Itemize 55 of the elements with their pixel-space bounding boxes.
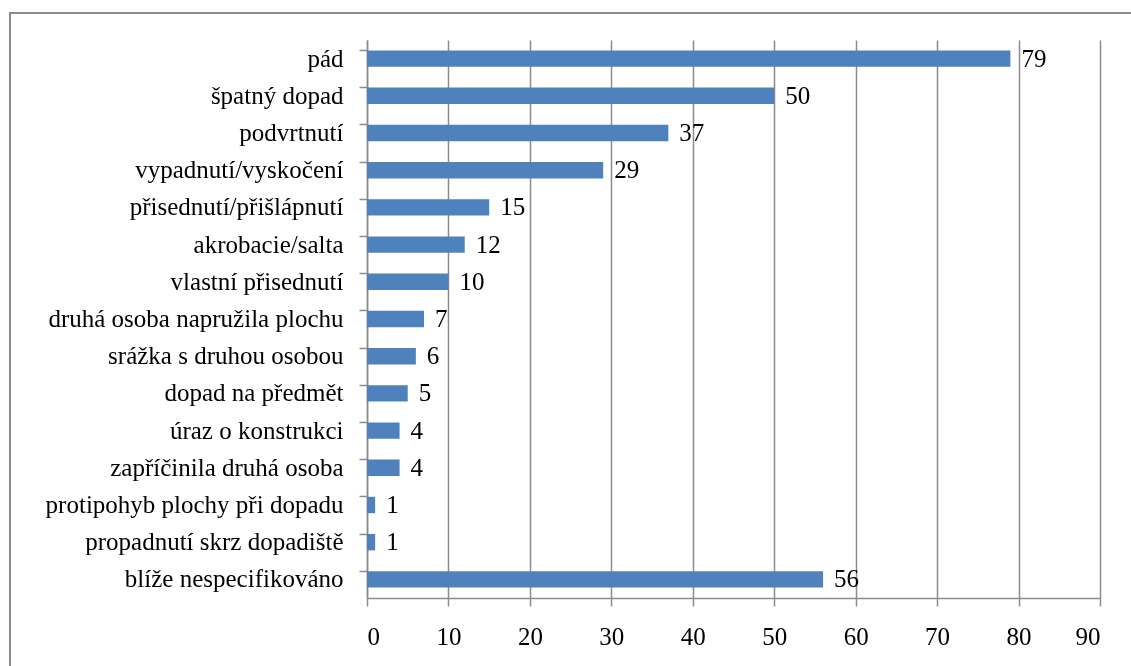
- data-label: 6: [426, 342, 440, 370]
- bar: [367, 422, 400, 439]
- data-label: 10: [459, 267, 485, 295]
- data-label: 1: [386, 528, 399, 556]
- bar: [367, 459, 400, 476]
- y-tick-label: přisednutí/přišlápnutí: [129, 193, 344, 221]
- bar: [367, 236, 465, 253]
- x-tick-label: 20: [517, 622, 543, 650]
- bar: [367, 199, 490, 216]
- bar: [367, 385, 408, 402]
- y-tick-label: protipohyb plochy při dopadu: [45, 491, 344, 518]
- bar: [367, 273, 449, 290]
- y-tick-label: blíže nespecifikováno: [124, 565, 344, 593]
- data-label: 50: [785, 81, 811, 109]
- bar: [367, 50, 1011, 67]
- data-label: 37: [679, 119, 705, 146]
- y-tick-label: dopad na předmět: [164, 379, 344, 407]
- y-tick-label: srážka s druhou osobou: [108, 342, 344, 370]
- y-tick-label: podvrtnutí: [239, 119, 344, 146]
- data-label: 4: [410, 416, 424, 444]
- bar: [367, 124, 669, 142]
- data-label: 79: [1021, 44, 1047, 72]
- y-tick-label: špatný dopad: [210, 81, 344, 109]
- data-label: 15: [500, 193, 526, 221]
- y-tick-label: akrobacie/salta: [193, 230, 344, 258]
- y-tick-label: propadnutí skrz dopadiště: [85, 528, 344, 556]
- y-tick-label: vypadnutí/vyskočení: [135, 156, 344, 184]
- x-tick-label: 0: [367, 622, 380, 650]
- y-tick-label: druhá osoba napružila plochu: [48, 305, 344, 332]
- data-label: 7: [435, 305, 448, 332]
- y-tick-label: úraz o konstrukci: [169, 416, 344, 444]
- y-tick-label: zapříčinila druhá osoba: [110, 453, 344, 481]
- bar: [367, 87, 775, 104]
- data-label: 29: [614, 156, 640, 184]
- data-label: 4: [410, 453, 424, 481]
- data-label: 5: [418, 379, 432, 407]
- y-tick-label: pád: [307, 44, 344, 72]
- x-tick-label: 50: [762, 622, 788, 650]
- x-tick-label: 90: [1075, 622, 1101, 650]
- x-tick-label: 80: [1006, 622, 1032, 650]
- bar: [367, 162, 604, 179]
- bar: [367, 348, 416, 365]
- x-tick-label: 40: [680, 622, 706, 650]
- data-label: 56: [834, 565, 860, 593]
- bar: [367, 571, 824, 588]
- x-tick-label: 30: [599, 622, 625, 650]
- bar: [367, 310, 425, 328]
- bar: [367, 534, 376, 551]
- bar: [367, 496, 376, 514]
- y-tick-label: vlastní přisednutí: [170, 267, 344, 295]
- data-label: 1: [386, 491, 399, 518]
- x-tick-label: 60: [843, 622, 869, 650]
- x-tick-label: 70: [925, 622, 951, 650]
- data-label: 12: [475, 230, 501, 258]
- x-tick-label: 10: [436, 622, 462, 650]
